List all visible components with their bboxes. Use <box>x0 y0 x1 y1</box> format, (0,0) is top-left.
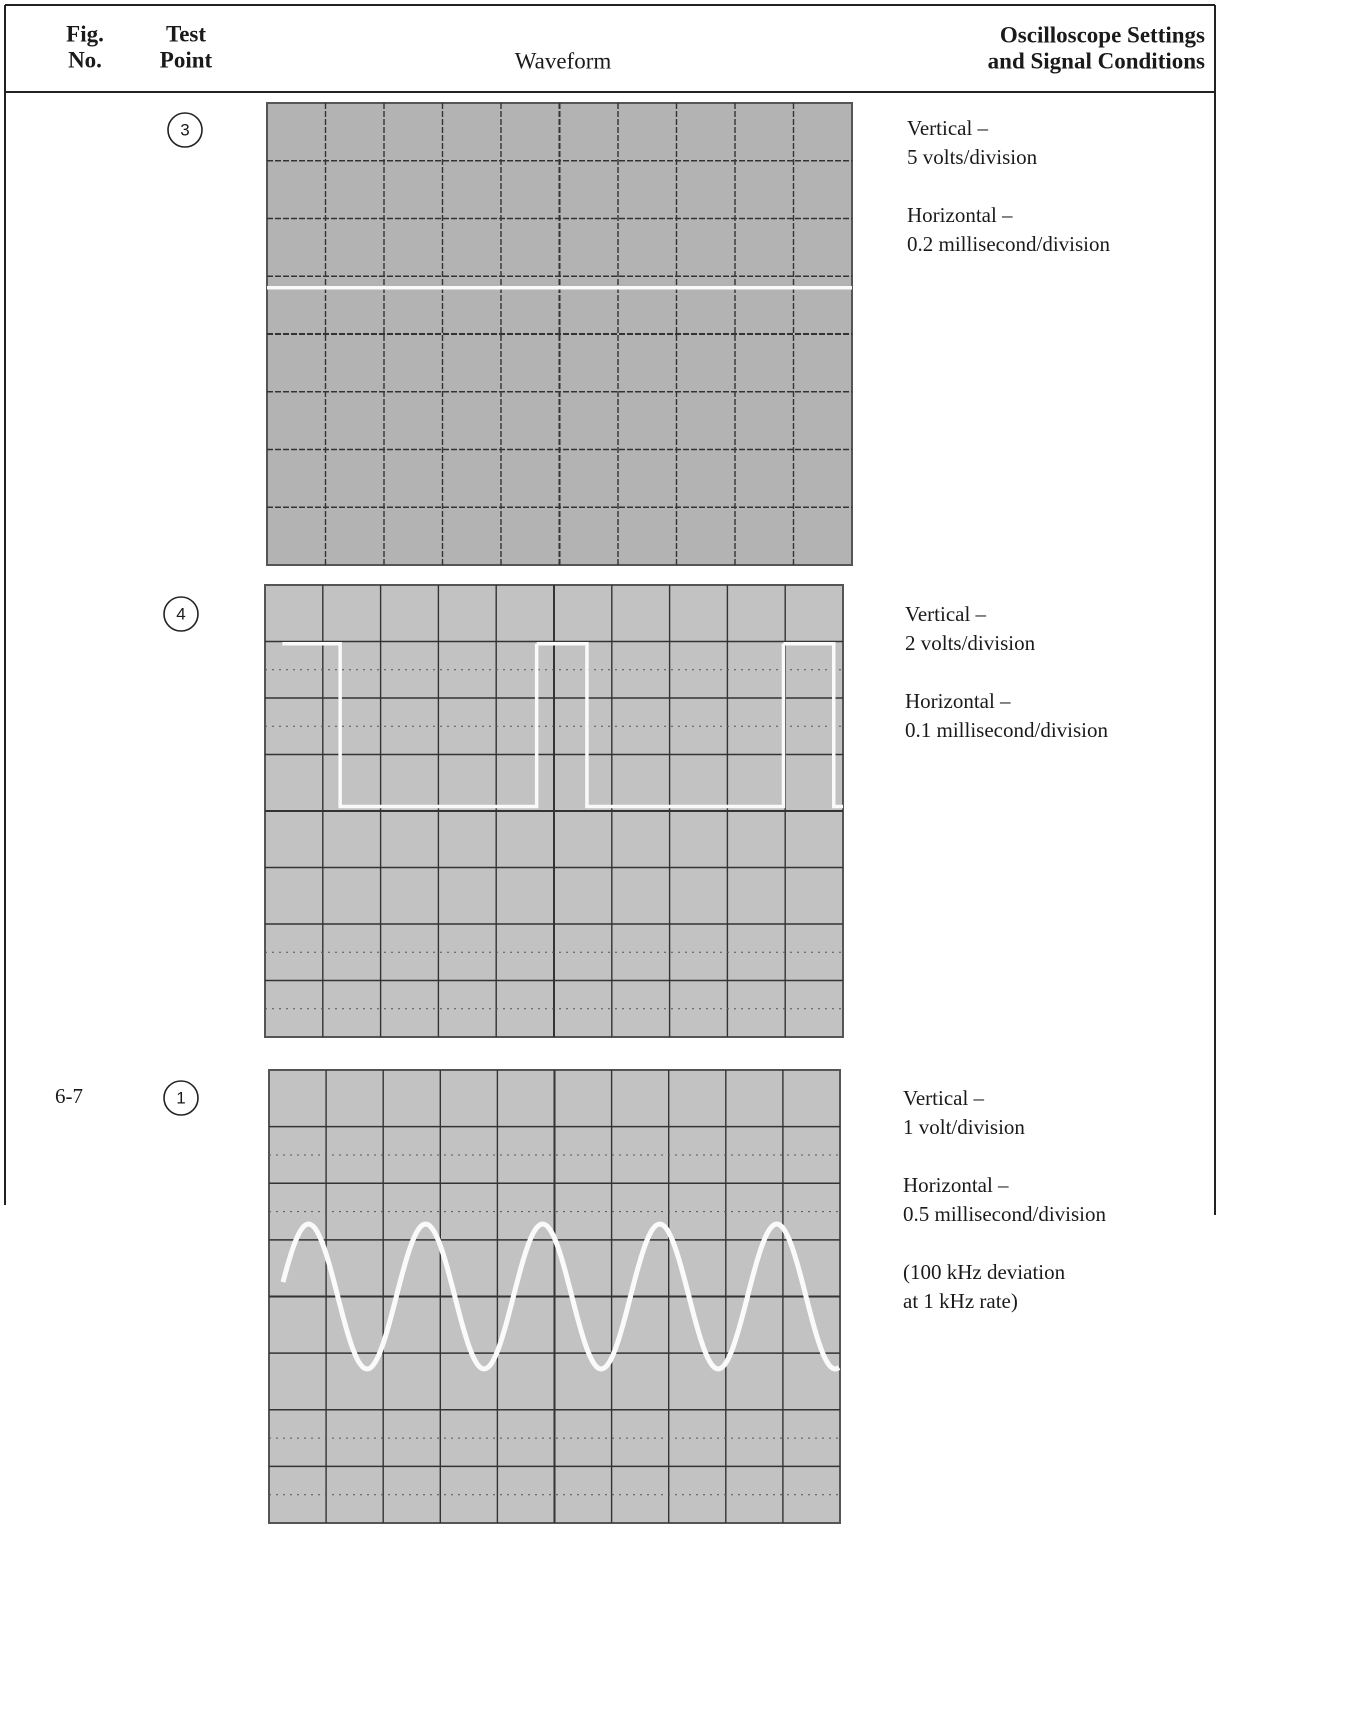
setting-text: 0.1 millisecond/division <box>905 718 1108 742</box>
setting-text: Horizontal – <box>907 203 1013 227</box>
setting-text: Vertical – <box>905 602 987 626</box>
setting-text: Vertical – <box>907 116 989 140</box>
header-label: Fig. <box>66 21 104 46</box>
waveform-photo <box>264 584 1030 1038</box>
fig-number: 6-7 <box>55 1084 83 1108</box>
header-label: No. <box>68 47 102 72</box>
trace <box>280 1221 841 1372</box>
test-point: 4 <box>176 604 185 623</box>
setting-text: 1 volt/division <box>903 1115 1025 1139</box>
header-label: Test <box>166 21 206 46</box>
setting-text: Horizontal – <box>903 1173 1009 1197</box>
header-label: Oscilloscope Settings <box>1000 22 1205 47</box>
header-label: Point <box>160 47 213 72</box>
test-point: 1 <box>176 1088 185 1107</box>
setting-text: 5 volts/division <box>907 145 1038 169</box>
setting-text: 2 volts/division <box>905 631 1036 655</box>
setting-text: Horizontal – <box>905 689 1011 713</box>
setting-text: (100 kHz deviation <box>903 1260 1066 1284</box>
test-point: 3 <box>180 120 189 139</box>
setting-text: at 1 kHz rate) <box>903 1289 1018 1313</box>
waveform-photo <box>268 1069 841 1524</box>
setting-text: 0.2 millisecond/division <box>907 232 1110 256</box>
waveform-photo <box>266 102 853 566</box>
setting-text: Vertical – <box>903 1086 985 1110</box>
header-label: and Signal Conditions <box>988 48 1205 73</box>
header-label: Waveform <box>515 48 612 73</box>
setting-text: 0.5 millisecond/division <box>903 1202 1106 1226</box>
test-point-circle <box>163 1080 199 1116</box>
test-point-circle <box>167 112 203 148</box>
test-point-circle <box>163 596 199 632</box>
